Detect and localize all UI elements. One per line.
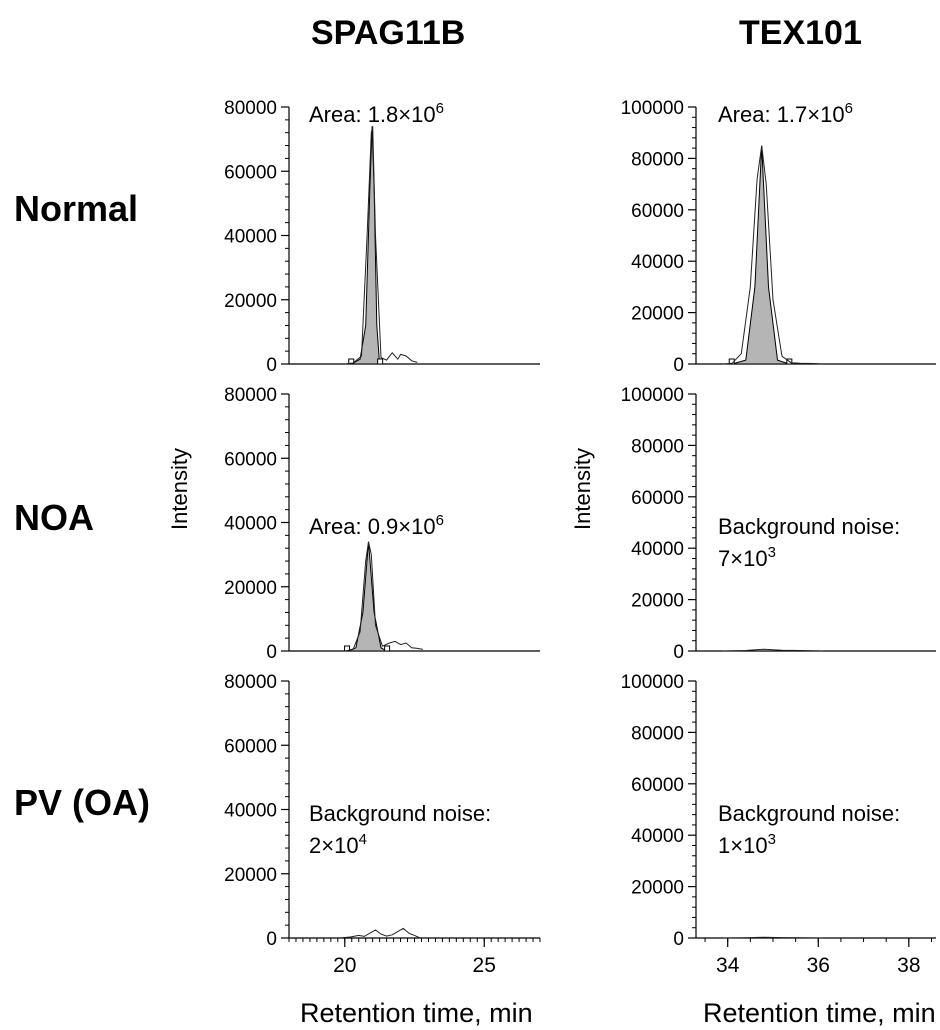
y-tick-label: 60000: [224, 162, 277, 183]
x-tick-label: 36: [807, 954, 830, 977]
annotation-value: 1×103: [718, 831, 776, 858]
peak-end-marker: [384, 645, 391, 652]
y-tick-label: 80000: [631, 149, 684, 170]
row-label-noa: NOA: [14, 497, 94, 538]
y-tick-label: 0: [673, 355, 684, 376]
x-tick-label: 34: [716, 954, 740, 977]
y-tick-label: 60000: [631, 488, 684, 509]
annotation-text: Area: 0.9×106: [309, 512, 444, 539]
panel-tex101-noa: 0 20000 40000 60000 80000 100000 Background no…: [621, 385, 936, 663]
panel-spag11b-noa: 0 20000 40000 60000 80000 Area: 0.9×106: [224, 385, 540, 663]
y-tick-label: 100000: [621, 672, 684, 693]
y-tick-label: 20000: [224, 578, 277, 599]
y-tick-label: 20000: [224, 291, 277, 312]
annotation-text: Background noise:: [718, 514, 900, 539]
peak-area: [347, 541, 389, 652]
y-tick-label: 40000: [631, 252, 684, 273]
intensity-trace: [344, 541, 423, 652]
y-tick-label: 20000: [631, 304, 684, 325]
y-tick-label: 40000: [224, 801, 277, 822]
y-tick-label: 60000: [631, 201, 684, 222]
y-tick-label: 0: [673, 929, 684, 950]
x-tick-label: 20: [333, 954, 356, 977]
y-tick-label: 100000: [621, 385, 684, 406]
y-tick-label: 60000: [224, 736, 277, 757]
peak-start-marker: [348, 358, 355, 365]
y-tick-label: 0: [266, 642, 277, 663]
y-tick-label: 80000: [631, 723, 684, 744]
y-tick-label: 40000: [631, 826, 684, 847]
peak-area: [349, 126, 381, 365]
panel-spag11b-pv: 0 20000 40000 60000 80000 20 25 Background nois…: [224, 672, 541, 977]
annotation-value: 2×104: [309, 831, 367, 858]
annotation-text: Area: 1.8×106: [309, 100, 444, 127]
x-tick-label: 38: [897, 954, 920, 977]
annotation-value: 7×103: [718, 544, 776, 571]
y-tick-label: 80000: [631, 436, 684, 457]
y-tick-label: 60000: [631, 775, 684, 796]
y-tick-label: 0: [266, 929, 277, 950]
y-tick-label: 60000: [224, 449, 277, 470]
annotation-text: Background noise:: [309, 801, 491, 826]
y-tick-label: 100000: [621, 98, 684, 119]
row-label-normal: Normal: [14, 188, 139, 229]
column-title-tex101: TEX101: [739, 14, 862, 52]
intensity-trace: [723, 145, 823, 365]
annotation-text: Area: 1.7×106: [718, 100, 853, 127]
intensity-trace: [723, 936, 823, 939]
column-title-spag11b: SPAG11B: [311, 14, 466, 52]
x-axis-label-left: Retention time, min: [300, 998, 533, 1028]
intensity-trace: [339, 927, 421, 939]
y-tick-label: 40000: [631, 539, 684, 560]
x-axis-label-right: Retention time, min: [703, 998, 936, 1028]
y-tick-label: 40000: [224, 227, 277, 248]
peak-end-marker: [377, 358, 384, 365]
y-tick-label: 40000: [224, 514, 277, 535]
y-tick-label: 20000: [224, 865, 277, 886]
y-tick-label: 0: [673, 642, 684, 663]
panel-spag11b-normal: 0 20000 40000 60000 80000 Area: 1.8×106: [224, 98, 540, 376]
y-tick-label: 80000: [224, 385, 277, 406]
panel-tex101-normal: 0 20000 40000 60000 80000 100000 Area: 1.7×106: [621, 98, 936, 376]
peak-area: [732, 145, 789, 365]
annotation-text: Background noise:: [718, 801, 900, 826]
y-tick-label: 80000: [224, 98, 277, 119]
intensity-trace: [344, 126, 418, 365]
y-tick-label: 0: [266, 355, 277, 376]
x-tick-label: 25: [473, 954, 496, 977]
y-tick-label: 20000: [631, 878, 684, 899]
panel-tex101-pv: 0 20000 40000 60000 80000 100000 34 36 38 Backgro…: [621, 672, 936, 977]
y-tick-label: 20000: [631, 591, 684, 612]
intensity-trace: [723, 648, 823, 652]
row-label-pv-oa: PV (OA): [14, 782, 151, 823]
y-tick-label: 80000: [224, 672, 277, 693]
